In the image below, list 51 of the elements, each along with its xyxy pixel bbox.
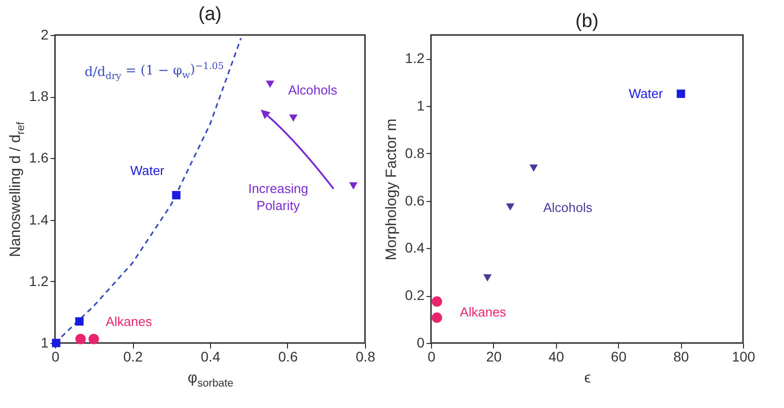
x-tick-label: 0.6 [278,348,298,364]
point [432,296,442,307]
y-tick-label: 1 [416,98,425,114]
y-tick-label: 2 [40,26,49,42]
x-tick-label: 100 [732,348,756,364]
y-axis-title: Morphology Factor m [383,118,400,260]
point [75,334,86,344]
x-tick-label: 40 [548,348,564,364]
y-tick-label: 0.6 [405,192,425,208]
x-tick-label: 0.2 [123,348,143,364]
x-tick-label: 20 [486,348,502,364]
y-tick-label: 0.2 [405,287,425,304]
y-tick-label: 0.4 [405,240,425,256]
x-axis-title: φ$_{sorbate}$ [188,370,234,390]
y-tick-label: 1.6 [29,150,49,166]
x-tick-label: 0 [428,348,436,364]
point [172,190,180,200]
series-label: Alkanes [106,314,152,329]
y-tick-label: 0.8 [405,144,425,161]
point [432,312,442,323]
point [506,203,514,211]
chart-title: (a) [198,4,222,25]
x-tick-label: 0 [52,348,60,364]
point [88,334,99,344]
series-label: Alcohols [288,82,338,98]
y-tick-label: 1.8 [29,88,49,104]
y-tick-label: 1.2 [29,272,49,289]
x-axis-title: ϵ [584,370,592,386]
text: Alcohols [543,200,593,216]
y-tick-label: 1.4 [29,211,49,228]
series-label: Water [628,86,664,101]
x-tick-label: 60 [610,348,627,364]
series-label: Alkanes [460,304,507,320]
annotation: d/d$_{dry}$ = (1 − φ$_{w}$)$^{−1.05}$ [84,61,224,82]
y-tick-label: 1 [40,334,49,350]
annotation: Increasing Polarity [248,181,308,213]
x-tick-label: 0.4 [200,348,220,364]
point [289,114,298,122]
chart-title: (b) [575,11,599,32]
point [266,80,274,88]
point [75,317,84,326]
y-tick-label: 0 [416,334,425,350]
point [52,338,60,348]
x-tick-label: 0.8 [356,348,376,364]
point [349,182,358,190]
x-tick-label: 80 [673,348,690,364]
point [676,90,686,98]
point [529,164,538,172]
y-tick-label: 1.2 [405,50,425,66]
series-label: Water [130,163,166,178]
point [483,274,492,282]
